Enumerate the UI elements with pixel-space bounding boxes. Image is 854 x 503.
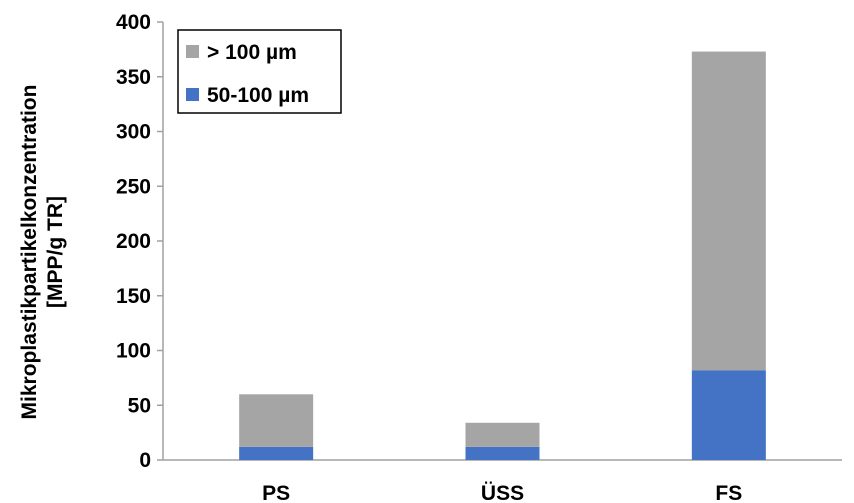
x-tick-label: PS — [262, 482, 290, 503]
bar-segment-ps-1 — [239, 394, 314, 447]
y-axis-title: Mikroplastikpartikelkonzentration [MPP/g… — [18, 85, 67, 420]
legend-box — [177, 29, 342, 114]
bars — [239, 51, 766, 460]
bar-segment-üss-0 — [465, 446, 540, 460]
legend-swatch-50-100 — [186, 88, 199, 101]
y-tick-label: 250 — [116, 175, 151, 198]
legend-swatch-over-100 — [186, 45, 199, 58]
x-ticks: PS ÜSS FS — [262, 482, 742, 503]
x-tick-label: FS — [715, 482, 742, 503]
y-tick-label: 200 — [116, 230, 151, 253]
bar-segment-fs-0 — [691, 370, 766, 460]
x-tick-label: ÜSS — [481, 482, 524, 503]
legend-label-over-100: > 100 µm — [207, 41, 297, 64]
bar-segment-ps-0 — [239, 446, 314, 460]
bar-segment-fs-1 — [691, 51, 766, 371]
y-tick-label: 300 — [116, 121, 151, 144]
y-tick-label: 350 — [116, 66, 151, 89]
bar-segment-üss-1 — [465, 422, 540, 447]
y-tick-label: 400 — [116, 11, 151, 34]
y-tick-label: 100 — [116, 340, 151, 363]
y-axis-title-line-1: Mikroplastikpartikelkonzentration — [18, 85, 41, 420]
y-tick-label: 150 — [116, 285, 151, 308]
y-ticks: 0 50 100 150 200 250 300 350 400 — [116, 11, 163, 472]
y-tick-label: 0 — [139, 449, 151, 472]
y-tick-label: 50 — [128, 394, 151, 417]
legend: > 100 µm 50-100 µm — [177, 29, 342, 114]
legend-label-50-100: 50-100 µm — [207, 84, 309, 107]
y-axis-title-line-2: [MPP/g TR] — [44, 196, 67, 308]
